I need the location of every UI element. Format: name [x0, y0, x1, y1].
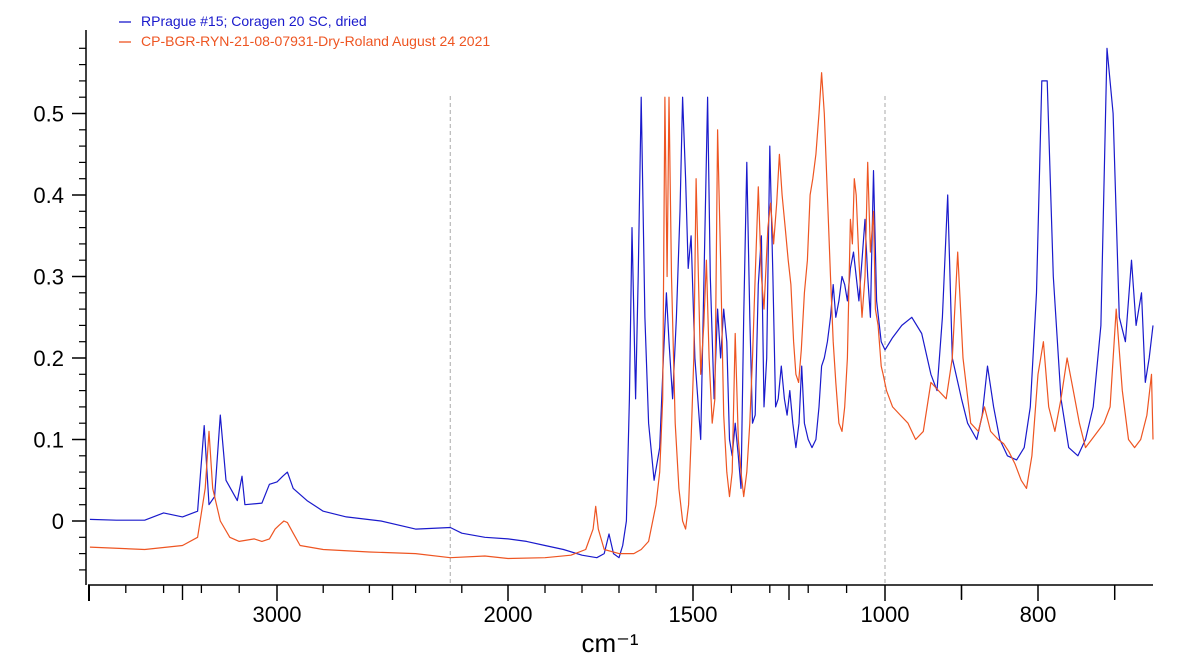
x-tick-label: 2000	[484, 602, 533, 627]
y-tick-label: 0.1	[33, 428, 64, 453]
legend-label: CP-BGR-RYN-21-08-07931-Dry-Roland August…	[141, 33, 490, 49]
x-axis-label: cm⁻¹	[581, 628, 638, 658]
reference-lines	[449, 96, 886, 585]
y-tick-label: 0	[52, 509, 64, 534]
x-tick-label: 800	[1020, 602, 1057, 627]
y-tick-label: 0.3	[33, 265, 64, 290]
x-tick-label: 1500	[669, 602, 718, 627]
y-tick-label: 0.4	[33, 183, 64, 208]
x-tick-label: 1000	[861, 602, 910, 627]
x-tick-label: 3000	[253, 602, 302, 627]
y-tick-label: 0.5	[33, 102, 64, 127]
legend: RPrague #15; Coragen 20 SC, dried CP-BGR-…	[119, 13, 490, 49]
series-group	[89, 47, 1154, 560]
series-line-1	[89, 72, 1154, 560]
y-tick-label: 0.2	[33, 346, 64, 371]
axes-group: 0 0.1 0.2 0.3 0.4 0.5 3000 2000 1500 1000 800	[33, 30, 1153, 627]
legend-label: RPrague #15; Coragen 20 SC, dried	[141, 13, 367, 29]
series-line-0	[89, 47, 1154, 559]
